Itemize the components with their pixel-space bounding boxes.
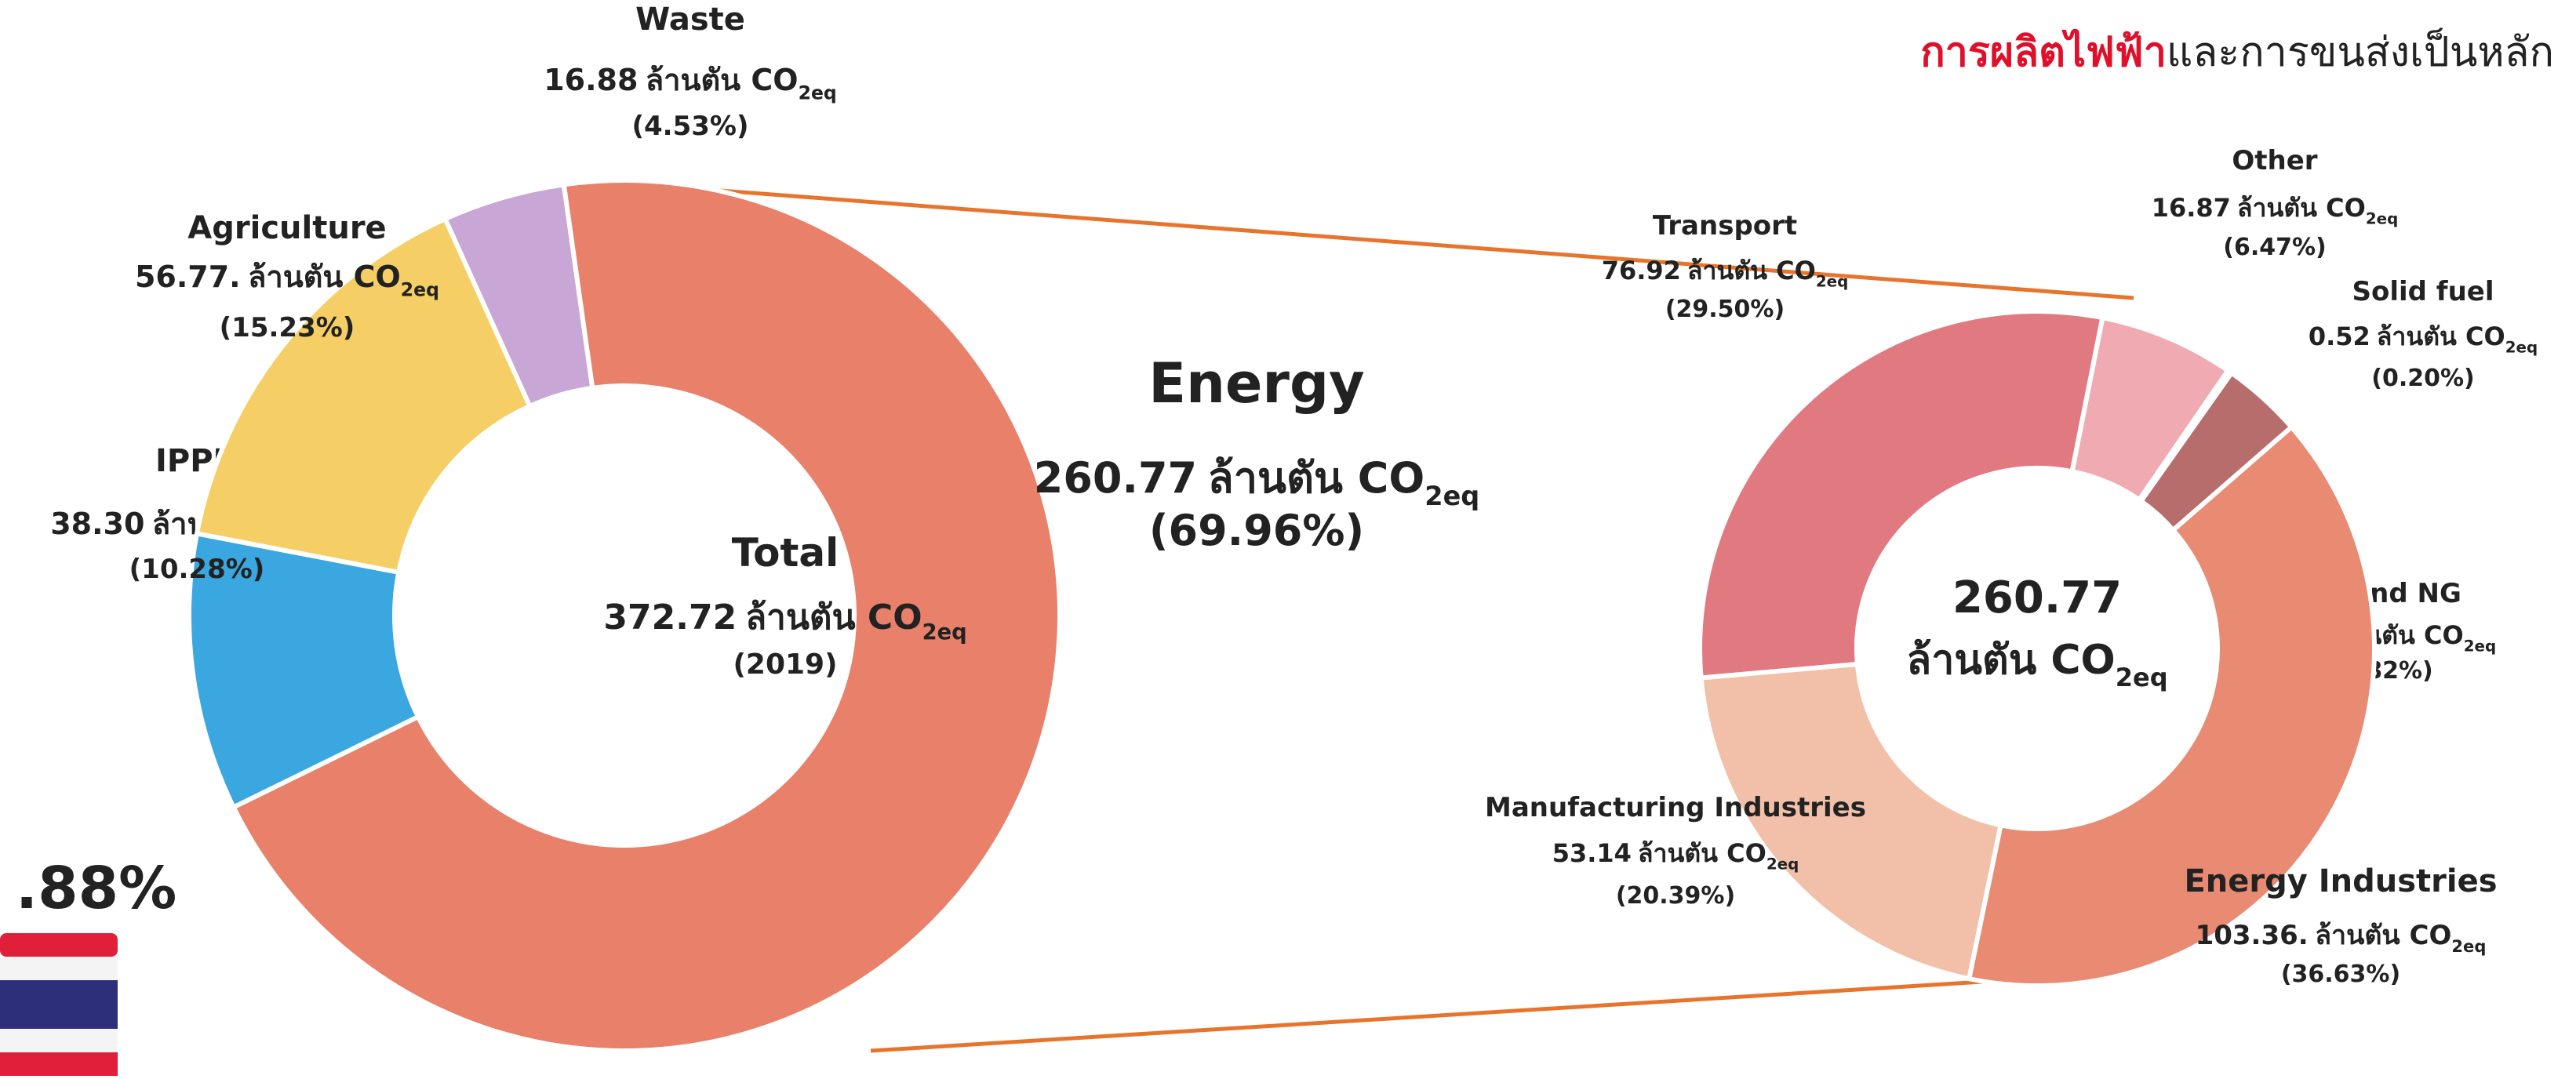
unit: ล้านตัน CO — [2237, 193, 2366, 223]
unit-subscript: 2eq — [2464, 638, 2496, 656]
value-label: 16.88 ล้านตัน CO2eq — [544, 63, 837, 104]
value: 16.87 — [2152, 193, 2231, 223]
value-label: 76.92 ล้านตัน CO2eq — [1602, 256, 1849, 291]
percentage-label: (6.47%) — [2223, 234, 2327, 261]
value: 56.77. — [135, 260, 241, 294]
donut-slice — [442, 182, 595, 409]
value-label: 103.36. ล้านตัน CO2eq — [2196, 920, 2487, 956]
percentage-label: (69.96%) — [1149, 506, 1364, 555]
category-label: Energy — [1148, 351, 1364, 416]
left-fragment: .88% — [16, 855, 176, 922]
unit: ล้านตัน CO — [745, 598, 922, 638]
category-label: Other — [2232, 145, 2317, 176]
header-text: และการขนส่งเป็นหลัก — [2167, 28, 2554, 76]
donut-slice — [1966, 423, 2377, 988]
unit: ล้านตัน CO — [1906, 637, 2115, 684]
header-highlight: การผลิตไฟฟ้า — [1920, 28, 2167, 76]
donut-slice — [1698, 661, 2004, 982]
value-label: 372.72 ล้านตัน CO2eq — [603, 598, 966, 645]
category-label: Waste — [635, 2, 745, 38]
center-label: Total — [732, 530, 839, 576]
unit: ล้านตัน CO — [646, 63, 799, 97]
category-label: Solid fuel — [2352, 276, 2494, 307]
percentage-label: (10.28%) — [129, 554, 265, 585]
unit-subscript: 2eq — [1424, 481, 1479, 511]
unit: ล้านตัน CO — [1638, 838, 1766, 868]
unit-subscript: 2eq — [2366, 210, 2398, 228]
flag-stripe — [0, 980, 118, 1029]
flag-stripe — [0, 957, 118, 980]
flag-stripe — [0, 1029, 118, 1052]
value: 53.14 — [1552, 838, 1632, 868]
unit-subscript: 2eq — [922, 620, 967, 645]
percentage-label: (36.63%) — [2281, 961, 2400, 988]
value: 372.72 — [603, 598, 737, 638]
value: 16.88 — [544, 63, 638, 97]
category-label: Energy Industries — [2184, 863, 2497, 899]
donut-slice — [194, 216, 533, 576]
donut-slice — [1697, 309, 2105, 681]
value-label: 260.77 ล้านตัน CO2eq — [1034, 453, 1480, 511]
category-label: Transport — [1653, 210, 1797, 242]
unit: ล้านตัน CO — [1687, 256, 1816, 285]
center-value: 260.77 — [1952, 572, 2122, 623]
year-label: (2019) — [733, 648, 837, 681]
unit-subscript: 2eq — [1766, 856, 1799, 874]
unit: ล้านตัน CO — [248, 260, 401, 294]
connector — [709, 187, 2134, 300]
category-label: Manufacturing Industries — [1485, 792, 1866, 823]
value-label: 56.77. ล้านตัน CO2eq — [135, 260, 439, 300]
unit: ล้านตัน CO — [1208, 453, 1425, 503]
value: 260.77 — [1034, 453, 1197, 503]
flag-stripe — [0, 933, 118, 957]
unit-subscript: 2eq — [1816, 273, 1848, 291]
connector — [870, 978, 2009, 1053]
value-label: 0.52 ล้านตัน CO2eq — [2309, 322, 2538, 357]
donut-slice — [187, 530, 421, 811]
percentage-label: (15.23%) — [220, 312, 355, 343]
unit-subscript: 2eq — [2505, 339, 2538, 357]
header: การผลิตไฟฟ้าและการขนส่งเป็นหลัก — [1920, 28, 2554, 76]
flag-stripe — [0, 1052, 118, 1076]
value: 38.30 — [50, 507, 144, 541]
donut-slice — [230, 178, 1062, 1053]
flag — [0, 933, 118, 1076]
percentage-label: (20.39%) — [1616, 882, 1735, 910]
percentage-label: (4.53%) — [631, 111, 748, 142]
unit: ล้านตัน CO — [2377, 322, 2505, 351]
unit: ล้านตัน CO — [2315, 920, 2451, 951]
value: 0.52 — [2309, 322, 2370, 351]
unit-subscript: 2eq — [401, 278, 439, 300]
value: 76.92 — [1602, 256, 1681, 285]
percentage-label: (29.50%) — [1665, 296, 1785, 323]
unit-subscript: 2eq — [2116, 663, 2168, 692]
center-unit: ล้านตัน CO2eq — [1906, 637, 2167, 692]
category-label: Agriculture — [187, 210, 386, 246]
value-label: 53.14 ล้านตัน CO2eq — [1552, 838, 1799, 874]
unit-subscript: 2eq — [799, 82, 837, 104]
unit-subscript: 2eq — [2451, 936, 2486, 956]
value: 103.36. — [2196, 920, 2309, 951]
value-label: 16.87 ล้านตัน CO2eq — [2152, 193, 2399, 228]
percentage-label: (0.20%) — [2371, 365, 2475, 392]
